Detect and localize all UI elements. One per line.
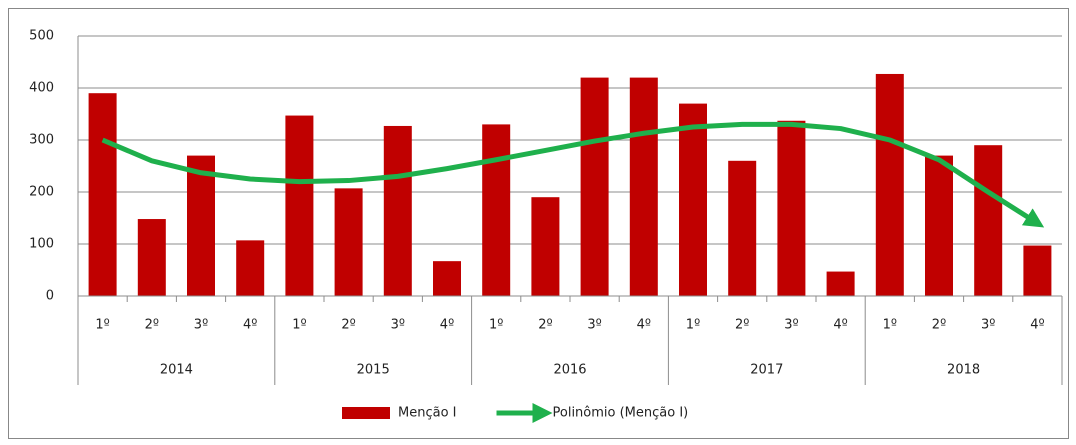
- x-tick-label: 1º: [489, 318, 503, 333]
- year-label: 2016: [553, 363, 586, 378]
- x-tick-label: 2º: [932, 318, 946, 333]
- x-tick-label: 1º: [95, 318, 109, 333]
- x-tick-label: 1º: [686, 318, 700, 333]
- bar: [629, 77, 658, 296]
- bar: [531, 197, 560, 296]
- x-tick-label: 3º: [587, 318, 601, 333]
- y-tick-label: 300: [29, 133, 54, 148]
- legend-label: Menção I: [398, 406, 457, 421]
- y-tick-label: 200: [29, 185, 54, 200]
- x-tick-label: 4º: [833, 318, 847, 333]
- chart-border: [8, 8, 1069, 439]
- bar: [777, 120, 806, 296]
- x-tick-label: 3º: [784, 318, 798, 333]
- x-tick-label: 1º: [883, 318, 897, 333]
- bar: [974, 145, 1003, 296]
- legend-label: Polinômio (Menção I): [553, 406, 689, 421]
- year-label: 2015: [357, 363, 390, 378]
- x-tick-label: 2º: [341, 318, 355, 333]
- bar: [875, 73, 904, 297]
- bar: [580, 77, 609, 296]
- y-tick-label: 0: [46, 289, 54, 304]
- x-tick-label: 3º: [981, 318, 995, 333]
- x-tick-label: 3º: [194, 318, 208, 333]
- bar: [187, 155, 215, 296]
- bar: [137, 219, 166, 296]
- x-tick-label: 4º: [1030, 318, 1044, 333]
- bar: [383, 125, 412, 297]
- bar: [679, 103, 707, 296]
- x-tick-label: 1º: [292, 318, 306, 333]
- x-tick-label: 2º: [538, 318, 552, 333]
- x-tick-label: 4º: [243, 318, 257, 333]
- bar: [482, 124, 511, 297]
- legend-swatch: [342, 407, 390, 419]
- bar: [1023, 245, 1052, 296]
- bar: [236, 240, 265, 296]
- bar: [925, 155, 953, 296]
- bar: [334, 188, 363, 296]
- y-tick-label: 500: [29, 29, 54, 44]
- bar: [88, 93, 117, 296]
- x-tick-label: 3º: [391, 318, 405, 333]
- bar: [826, 271, 855, 296]
- y-tick-label: 100: [29, 237, 54, 252]
- x-tick-label: 4º: [440, 318, 454, 333]
- x-tick-label: 4º: [637, 318, 651, 333]
- bar: [728, 160, 757, 296]
- y-tick-label: 400: [29, 81, 54, 96]
- year-label: 2018: [947, 363, 980, 378]
- bar: [285, 115, 314, 296]
- year-label: 2014: [160, 363, 193, 378]
- x-tick-label: 2º: [735, 318, 749, 333]
- x-tick-label: 2º: [145, 318, 159, 333]
- trend-line: [101, 121, 1045, 228]
- bar: [433, 261, 461, 296]
- year-label: 2017: [750, 363, 783, 378]
